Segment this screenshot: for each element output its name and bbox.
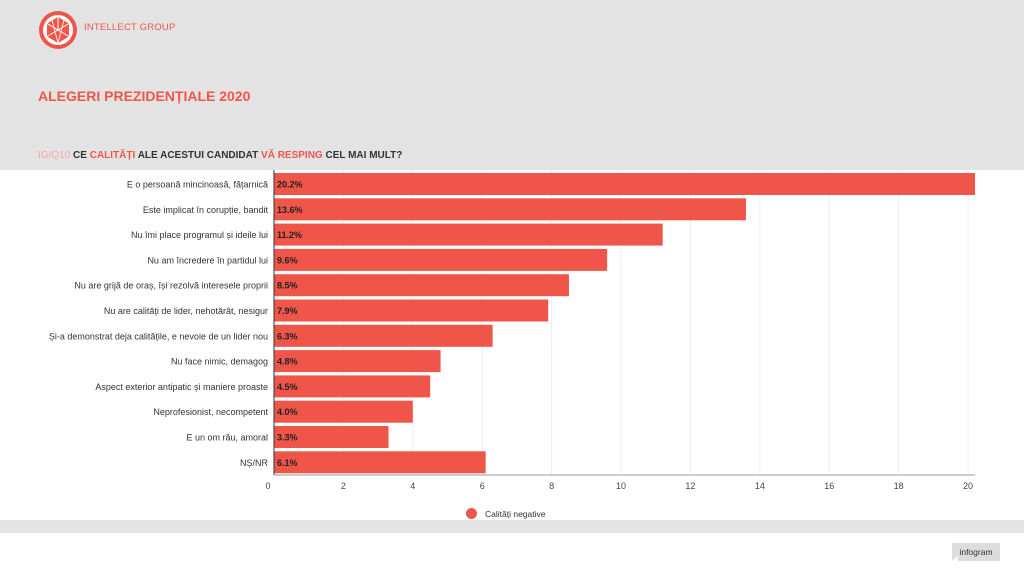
category-label: Neprofesionist, necompetent — [153, 407, 268, 417]
bar — [274, 451, 486, 474]
x-tick-label: 16 — [824, 481, 834, 491]
bar-value-label: 6.3% — [277, 331, 298, 341]
bar-value-label: 6.1% — [277, 458, 298, 468]
infogram-badge[interactable]: infogram — [952, 543, 1000, 561]
page-title: ALEGERI PREZIDENȚIALE 2020 — [38, 88, 251, 104]
bar — [274, 426, 389, 448]
legend-marker — [466, 508, 477, 519]
category-label: Nu are grijă de oraș, își rezolvă intere… — [74, 281, 268, 291]
bar-value-label: 11.2% — [277, 230, 302, 240]
category-label: E o persoană mincinoasă, fățarnică — [127, 180, 268, 190]
x-tick-label: 2 — [341, 481, 346, 491]
bar — [274, 375, 431, 398]
question-part: CE — [73, 150, 87, 161]
x-tick-label: 18 — [894, 481, 904, 491]
bar — [274, 299, 549, 322]
bar-value-label: 13.6% — [277, 205, 303, 215]
question-part: CEL MAI MULT? — [325, 150, 403, 161]
bar-chart: 20.2% E o persoană mincinoasă, fățarnică 1… — [49, 170, 975, 491]
category-label: Nu face nimic, demagog — [171, 357, 268, 367]
bar — [274, 350, 441, 373]
bar-value-label: 4.8% — [277, 357, 298, 367]
bar — [274, 223, 663, 246]
x-tick-label: 20 — [963, 481, 973, 491]
legend[interactable]: Calități negative — [466, 508, 545, 519]
x-tick-label: 0 — [265, 481, 270, 491]
category-label: NȘ/NR — [240, 458, 269, 468]
category-label: Aspect exterior antipatic și maniere pro… — [95, 382, 268, 392]
bar-value-label: 9.6% — [277, 255, 298, 265]
bar — [274, 248, 608, 271]
x-tick-label: 4 — [410, 481, 415, 491]
category-label: Nu am încredere în partidul lui — [147, 255, 268, 265]
category-label: Nu îmi place programul și ideile lui — [131, 230, 268, 240]
bar-value-label: 4.5% — [277, 382, 298, 392]
x-tick-label: 12 — [685, 481, 695, 491]
category-label: Și-a demonstrat deja calitățile, e nevoi… — [49, 331, 268, 341]
x-tick-label: 8 — [549, 481, 554, 491]
question-highlight: VĂ RESPING — [261, 150, 323, 161]
category-label: Este implicat în corupție, bandit — [143, 205, 269, 215]
question-highlight: CALITĂȚI — [89, 150, 136, 161]
intellect-group-logo-icon — [39, 11, 77, 49]
bar — [274, 274, 569, 297]
question-code: IG/Q10 — [38, 150, 71, 161]
legend-label: Calități negative — [485, 508, 546, 519]
category-label: E un om rău, amoral — [186, 433, 268, 443]
bar — [274, 400, 413, 423]
question-part: ALE ACESTUI CANDIDAT — [137, 150, 259, 161]
bar-value-label: 7.9% — [277, 306, 298, 316]
bar — [274, 198, 746, 221]
footer-band — [0, 520, 1024, 533]
brand-name: INTELLECT GROUP — [84, 22, 176, 33]
x-tick-label: 6 — [480, 481, 485, 491]
question-text: IG/Q10 CE CALITĂȚI ALE ACESTUI CANDIDAT … — [38, 150, 402, 161]
bar-value-label: 3.3% — [277, 433, 298, 443]
header-band — [0, 0, 1024, 170]
bar-value-label: 8.5% — [277, 281, 298, 291]
x-tick-label: 10 — [616, 481, 626, 491]
category-label: Nu are calități de lider, nehotărât, nes… — [104, 306, 268, 316]
bar — [274, 173, 975, 195]
bar — [274, 324, 493, 347]
bar-value-label: 4.0% — [277, 407, 298, 417]
x-tick-label: 14 — [755, 481, 765, 491]
bar-value-label: 20.2% — [277, 180, 303, 190]
